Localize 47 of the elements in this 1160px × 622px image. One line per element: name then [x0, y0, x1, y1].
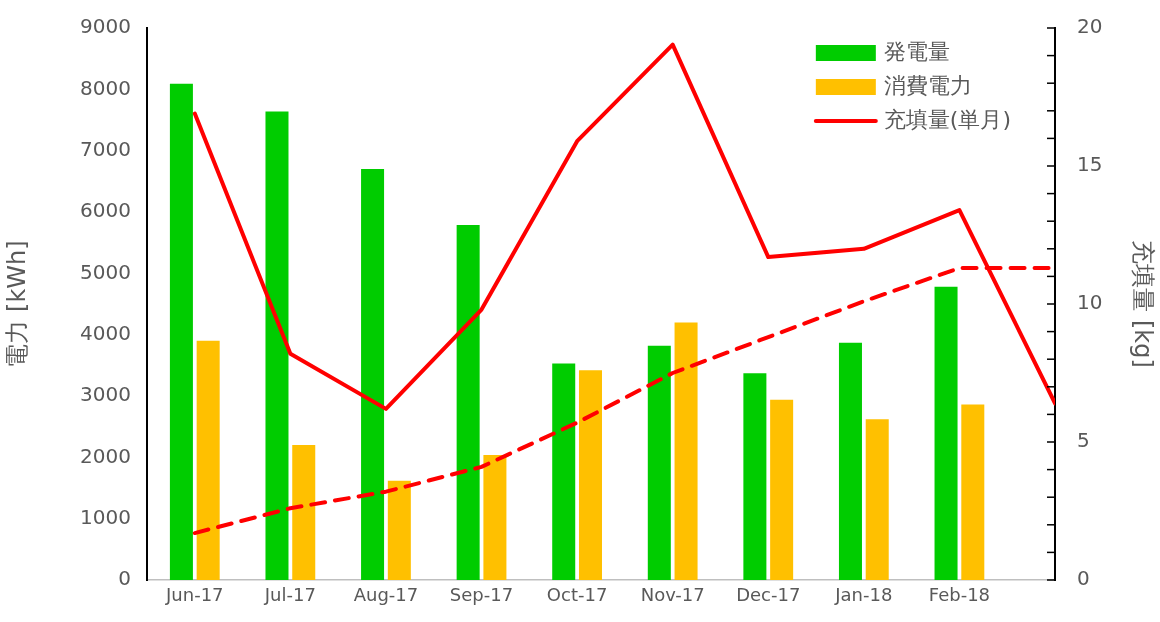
y2-tick-label: 20 — [1077, 14, 1103, 39]
y-tick-label: 6000 — [80, 198, 131, 223]
bar — [865, 419, 889, 580]
y-tick-label: 2000 — [80, 443, 131, 468]
y-tick-label: 3000 — [80, 382, 131, 407]
x-tick-label: Sep-17 — [449, 584, 514, 606]
y-tick-label: 8000 — [80, 75, 131, 100]
bar — [361, 169, 385, 580]
y-tick-label: 7000 — [80, 136, 131, 161]
y2-tick-label: 10 — [1077, 290, 1103, 315]
bar — [265, 111, 289, 580]
bar — [674, 322, 698, 580]
x-tick-label: Aug-17 — [353, 584, 419, 606]
legend-label: 発電量 — [883, 38, 950, 64]
bar — [387, 480, 411, 580]
bar — [456, 224, 480, 580]
x-tick-label: Nov-17 — [640, 584, 705, 606]
bar — [647, 345, 671, 580]
legend-label: 充填量(単月) — [883, 106, 1012, 132]
x-tick-label: Jul-17 — [263, 584, 316, 606]
bar — [196, 340, 220, 580]
bar — [578, 370, 602, 580]
bar — [770, 399, 794, 580]
bar — [552, 363, 576, 580]
bar — [961, 404, 985, 580]
x-tick-label: Dec-17 — [736, 584, 801, 606]
y2-tick-label: 5 — [1077, 428, 1090, 453]
bar — [169, 83, 193, 580]
y-tick-label: 1000 — [80, 504, 131, 529]
y-tick-label: 5000 — [80, 259, 131, 284]
x-tick-label: Oct-17 — [546, 584, 608, 606]
bar — [934, 286, 958, 580]
y-axis-title: 電力 [kWh] — [2, 240, 31, 368]
bar — [483, 454, 507, 580]
x-tick-label: Jan-18 — [834, 584, 893, 606]
y2-axis-title: 充填量 [kg] — [1129, 240, 1158, 368]
bar — [838, 342, 862, 580]
x-tick-label: Feb-18 — [928, 584, 991, 606]
y2-tick-label: 15 — [1077, 152, 1103, 177]
y2-tick-label: 0 — [1077, 566, 1090, 591]
x-tick-label: Jun-17 — [165, 584, 224, 606]
bar — [292, 445, 316, 580]
legend-label: 消費電力 — [883, 72, 972, 98]
bar — [743, 373, 767, 580]
y-tick-label: 9000 — [80, 14, 131, 39]
y-tick-label: 0 — [118, 566, 131, 591]
y-tick-label: 4000 — [80, 320, 131, 345]
